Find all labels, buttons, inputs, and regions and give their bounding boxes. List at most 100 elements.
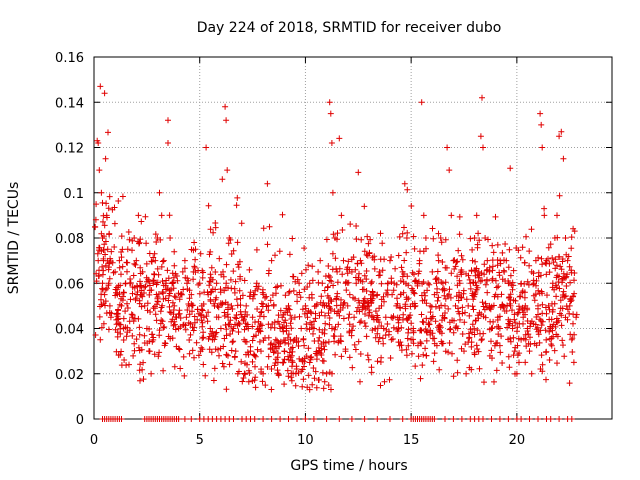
data-point bbox=[368, 278, 375, 285]
data-point bbox=[491, 378, 497, 385]
data-point bbox=[382, 314, 389, 321]
data-point bbox=[512, 319, 519, 326]
data-point bbox=[476, 365, 483, 372]
data-point bbox=[234, 239, 241, 246]
data-point bbox=[223, 351, 230, 358]
data-point bbox=[210, 377, 217, 384]
data-point bbox=[316, 326, 323, 333]
data-point bbox=[436, 366, 443, 373]
data-point bbox=[298, 325, 305, 332]
data-point bbox=[346, 329, 353, 336]
data-point bbox=[337, 337, 344, 344]
data-point bbox=[258, 369, 265, 375]
zero-point bbox=[294, 416, 300, 422]
data-point bbox=[422, 235, 429, 241]
data-point bbox=[184, 307, 191, 313]
data-point bbox=[397, 278, 404, 284]
data-point bbox=[301, 342, 308, 349]
data-point bbox=[229, 306, 236, 312]
data-point bbox=[326, 315, 333, 321]
data-point bbox=[198, 312, 205, 319]
data-point bbox=[266, 223, 273, 230]
data-point bbox=[554, 360, 560, 367]
data-point bbox=[228, 347, 235, 354]
data-point bbox=[523, 343, 530, 350]
data-point bbox=[442, 295, 449, 302]
zero-point bbox=[181, 416, 188, 422]
data-point bbox=[459, 310, 466, 317]
data-point bbox=[418, 340, 425, 347]
data-point bbox=[382, 332, 389, 339]
data-point bbox=[466, 312, 473, 319]
data-point bbox=[436, 305, 443, 311]
data-point bbox=[186, 350, 193, 357]
data-point bbox=[223, 117, 230, 124]
data-point bbox=[498, 291, 505, 298]
data-point bbox=[458, 345, 465, 352]
data-point bbox=[190, 276, 197, 283]
data-point bbox=[305, 345, 312, 352]
tick-labels: 0 0.02 0.04 0.06 0.08 0.1 0.12 0.14 0.16 0 5 10 15 20 bbox=[55, 51, 525, 448]
data-point bbox=[456, 213, 463, 220]
data-point bbox=[228, 302, 235, 309]
data-point bbox=[352, 266, 359, 273]
data-point bbox=[101, 233, 107, 240]
data-point bbox=[336, 312, 343, 319]
zero-point bbox=[302, 416, 309, 422]
data-point bbox=[379, 267, 386, 274]
data-point bbox=[242, 371, 249, 378]
data-point bbox=[545, 255, 551, 262]
data-point bbox=[274, 370, 281, 377]
data-point bbox=[405, 282, 412, 289]
data-point bbox=[290, 273, 297, 280]
data-point bbox=[273, 345, 280, 352]
data-point bbox=[306, 280, 313, 287]
data-point bbox=[157, 236, 164, 243]
y-tick-label: 0.12 bbox=[55, 142, 84, 157]
data-point bbox=[558, 312, 565, 319]
data-point bbox=[363, 251, 370, 258]
data-point bbox=[441, 292, 448, 299]
data-point bbox=[448, 270, 455, 277]
zero-point bbox=[323, 416, 330, 422]
data-point bbox=[199, 323, 206, 330]
data-point bbox=[260, 225, 267, 232]
data-point bbox=[185, 301, 192, 307]
data-point bbox=[552, 265, 559, 272]
data-point bbox=[374, 358, 381, 365]
data-point bbox=[104, 246, 111, 253]
data-point bbox=[554, 212, 560, 219]
data-point bbox=[523, 233, 529, 240]
data-point bbox=[372, 334, 379, 341]
data-point bbox=[288, 352, 295, 359]
data-point bbox=[466, 364, 473, 371]
data-point bbox=[336, 265, 343, 272]
data-point bbox=[564, 257, 571, 264]
data-point bbox=[256, 327, 263, 334]
data-point bbox=[180, 321, 187, 328]
data-point bbox=[111, 244, 118, 250]
data-point bbox=[486, 268, 493, 275]
data-point bbox=[547, 241, 554, 248]
data-point bbox=[539, 261, 546, 268]
data-point bbox=[323, 236, 330, 243]
data-point bbox=[507, 272, 514, 279]
data-point bbox=[239, 292, 246, 299]
data-point bbox=[366, 250, 373, 257]
data-point bbox=[281, 381, 288, 388]
data-point bbox=[200, 329, 207, 336]
data-point bbox=[285, 289, 292, 296]
data-point bbox=[99, 199, 106, 206]
data-point bbox=[177, 315, 184, 321]
data-point bbox=[542, 327, 549, 334]
data-point bbox=[432, 276, 439, 283]
data-point bbox=[92, 332, 99, 338]
data-point bbox=[212, 224, 219, 231]
data-point bbox=[522, 359, 529, 366]
data-point bbox=[543, 271, 550, 278]
zero-point bbox=[505, 416, 512, 422]
data-point bbox=[387, 355, 394, 361]
data-point bbox=[216, 255, 223, 262]
data-point bbox=[509, 322, 516, 329]
data-point bbox=[160, 282, 167, 289]
